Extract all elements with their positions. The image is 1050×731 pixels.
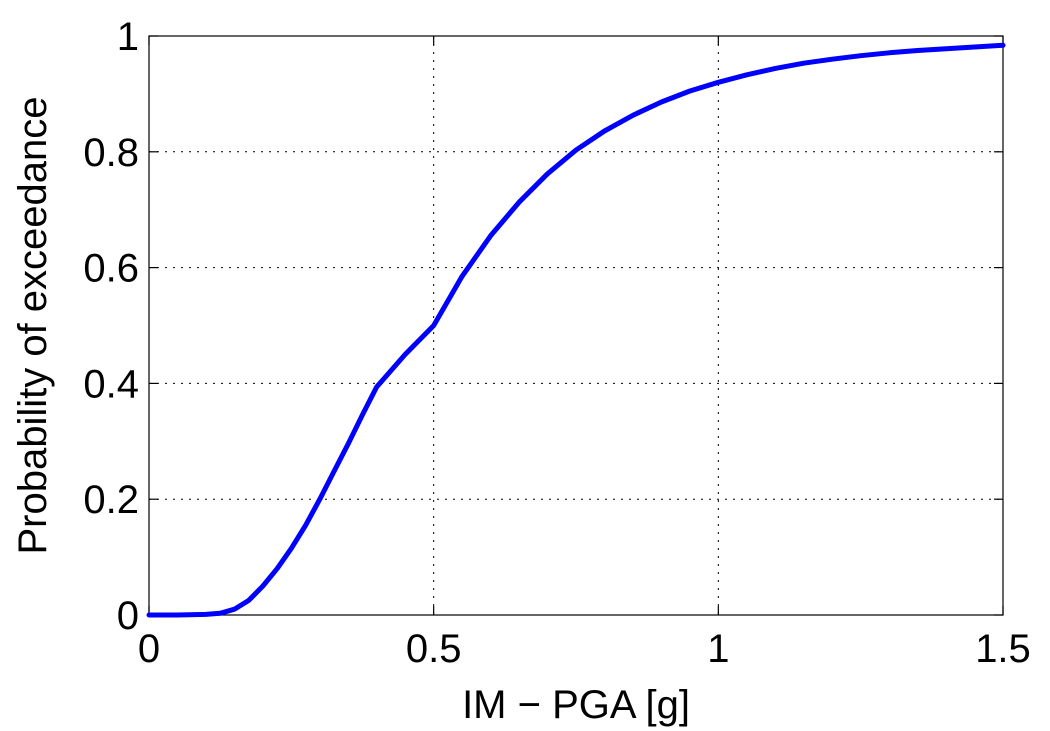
grid-layer [149,36,1003,615]
y-tick-label: 1 [117,15,139,59]
y-tick-label: 0.6 [83,247,139,291]
x-tick-label: 1 [707,627,729,671]
label-layer: 0 0.5 1 1.5 0 0.2 0.4 0.6 0.8 1 [83,15,1030,671]
y-tick-label: 0.8 [83,131,139,175]
axis-layer [148,35,1004,616]
x-axis-label: IM − PGA [g] [462,683,690,727]
series-layer [146,42,1006,618]
y-tick-label: 0 [117,594,139,638]
y-tick-label: 0.2 [83,478,139,522]
x-tick-label: 0 [138,627,160,671]
y-axis-label: Probability of exceedance [11,96,55,554]
y-tick-label: 0.4 [83,362,139,406]
x-tick-label: 0.5 [406,627,462,671]
x-tick-label: 1.5 [975,627,1031,671]
plot-frame [148,35,1004,616]
exceedance-curve [146,42,1006,618]
